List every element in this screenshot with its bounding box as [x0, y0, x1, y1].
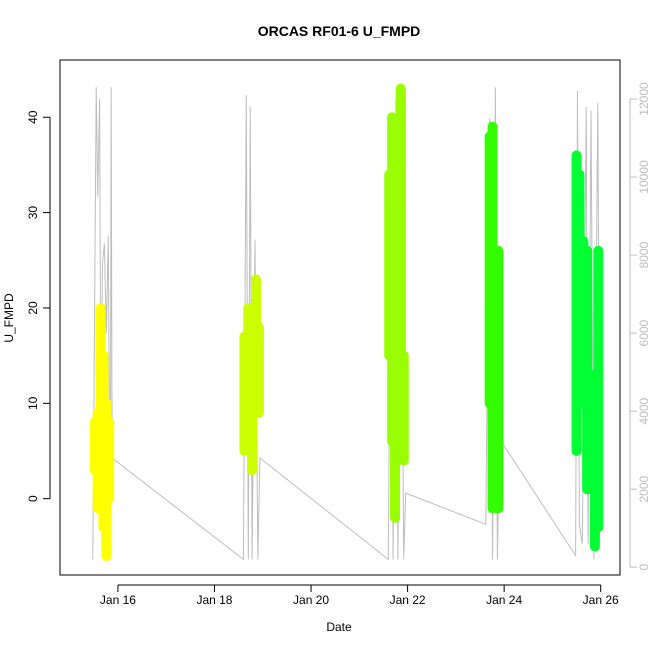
y2-tick-label-6: 10000 [637, 160, 650, 194]
series-5 [571, 150, 604, 552]
axes-layer: Jan 16 Jan 18 Jan 20 Jan 22 Jan 24 Jan 26 0 10 2… [26, 82, 650, 607]
series-5-point-max-7 [593, 246, 603, 256]
x-tick-label-4: Jan 22 [390, 593, 426, 607]
x-tick-label-2: Jan 18 [196, 593, 232, 607]
series-1-point-min-5 [101, 551, 111, 561]
series-5-point-min-6 [590, 541, 600, 551]
y2-tick-label-7: 12000 [637, 82, 650, 116]
series-layer [89, 83, 604, 561]
x-tick-label-1: Jan 16 [100, 593, 136, 607]
series-1-point-max-6 [104, 417, 114, 427]
series-5-point-max-4 [582, 246, 592, 256]
series-5-point-min-1 [572, 446, 582, 456]
series-5-point-max-1 [572, 150, 582, 160]
series-5-point-max-2 [574, 169, 584, 179]
series-2-point-min-5 [254, 408, 264, 418]
series-2 [239, 274, 264, 476]
y2-tick-label-1: 0 [637, 564, 650, 571]
x-axis-label: Date [326, 620, 352, 634]
series-4-point-max-2 [488, 122, 498, 132]
x-tick-label-3: Jan 20 [293, 593, 329, 607]
y2-tick-label-5: 8000 [637, 241, 650, 268]
y-tick-label-5: 40 [26, 110, 40, 124]
series-5-point-max-3 [578, 236, 588, 246]
y-axis-label: U_FMPD [2, 293, 16, 343]
plot-frame [59, 59, 621, 576]
x-tick-label-6: Jan 26 [583, 593, 619, 607]
y2-tick-label-3: 4000 [637, 397, 650, 424]
series-5-point-min-7 [593, 522, 603, 532]
series-1-point-max-4 [98, 351, 108, 361]
y-tick-label-3: 20 [26, 301, 40, 315]
series-3-point-min-6 [399, 456, 409, 466]
chart-title: ORCAS RF01-6 U_FMPD [258, 23, 421, 39]
series-3-point-max-6 [399, 351, 409, 361]
series-3-point-min-3 [390, 513, 400, 523]
series-3-point-max-5 [396, 84, 406, 94]
y-tick-label-2: 10 [26, 396, 40, 410]
y-tick-label-1: 0 [26, 495, 40, 502]
series-2-point-max-4 [251, 274, 261, 284]
series-1-point-min-6 [104, 494, 114, 504]
series-1 [89, 302, 115, 561]
series-4-point-min-4 [493, 503, 503, 513]
series-2-point-max-5 [254, 322, 264, 332]
series-4 [484, 121, 504, 514]
x-tick-label-5: Jan 24 [486, 593, 522, 607]
series-2-point-min-3 [247, 465, 257, 475]
series-3 [384, 83, 409, 523]
series-1-point-max-5 [101, 398, 111, 408]
series-1-point-max-3 [96, 303, 106, 313]
y2-tick-label-2: 2000 [637, 475, 650, 502]
y-tick-label-4: 30 [26, 206, 40, 220]
y2-tick-label-4: 6000 [637, 319, 650, 346]
series-4-point-max-4 [493, 246, 503, 256]
